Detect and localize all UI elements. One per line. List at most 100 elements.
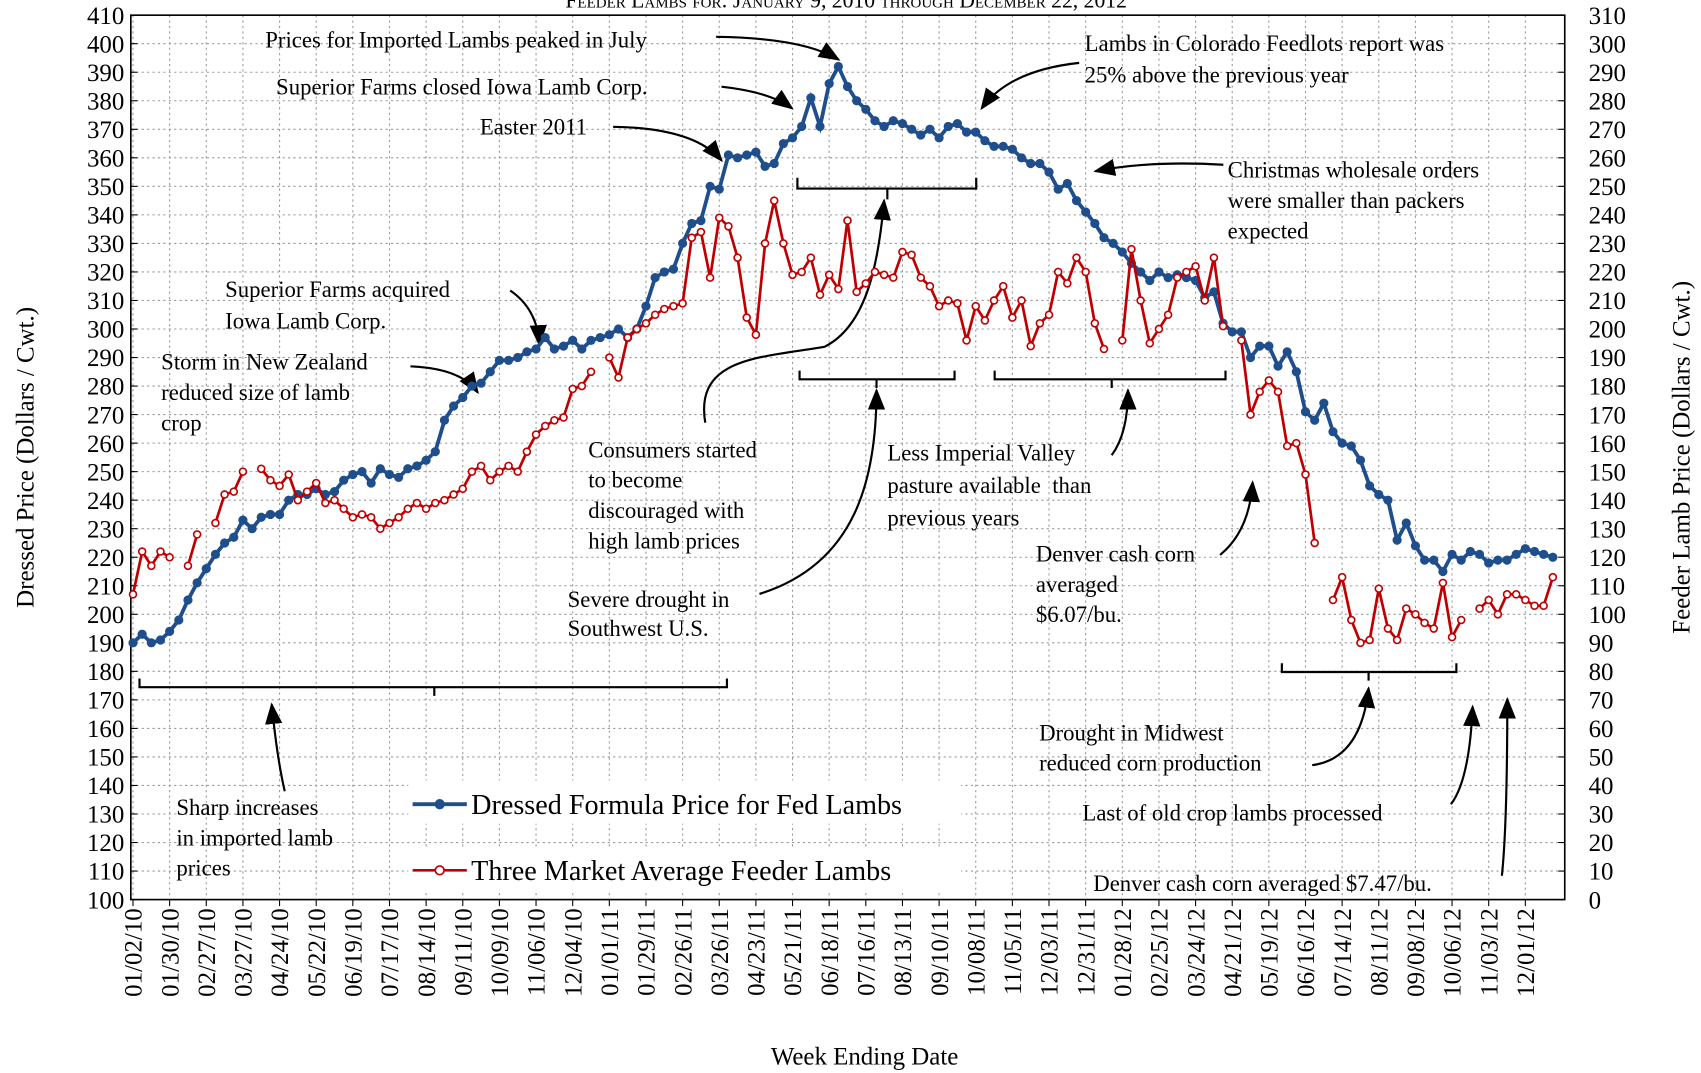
y2-tick-label: 40: [1589, 773, 1614, 800]
point: [1264, 376, 1274, 385]
y2-tick-label: 70: [1589, 688, 1614, 715]
point: [458, 392, 468, 403]
annotation: pasture available than: [887, 473, 1092, 498]
legend-bg: [408, 780, 962, 824]
x-tick-label: 04/21/12: [1220, 908, 1247, 997]
point: [1511, 590, 1521, 599]
y2-tick-label: 80: [1589, 659, 1614, 686]
point: [458, 484, 468, 494]
point: [678, 238, 688, 249]
point: [513, 467, 523, 476]
point: [998, 141, 1008, 152]
point: [1273, 387, 1283, 397]
point: [870, 267, 880, 277]
point: [1521, 595, 1530, 605]
annotation: 25% above the previous year: [1085, 62, 1349, 87]
annotation: reduced corn production: [1039, 751, 1262, 776]
point: [503, 355, 514, 365]
point: [439, 415, 450, 425]
point: [1191, 261, 1200, 271]
point: [1465, 546, 1475, 557]
x-tick-label: 03/26/11: [707, 908, 734, 996]
point: [769, 158, 779, 169]
point: [586, 367, 596, 377]
point: [1356, 638, 1365, 648]
point: [1008, 313, 1017, 322]
y-tick-label: 390: [87, 60, 124, 87]
point: [485, 475, 495, 485]
y-tick-label: 280: [87, 374, 124, 401]
point: [971, 301, 981, 311]
point: [467, 381, 477, 391]
point: [1099, 344, 1109, 354]
annotation: expected: [1228, 218, 1309, 243]
x-tick-label: 05/19/12: [1257, 908, 1284, 997]
point: [256, 464, 266, 474]
point: [1017, 296, 1026, 305]
point: [897, 118, 908, 129]
bracket: [138, 678, 729, 696]
point: [431, 498, 440, 508]
y2-tick-label: 160: [1589, 431, 1626, 458]
x-tick-label: 01/29/11: [634, 908, 661, 996]
point: [1035, 319, 1045, 328]
point: [540, 332, 550, 343]
point: [778, 138, 788, 149]
annotation: $6.07/bu.: [1036, 602, 1122, 627]
point: [797, 267, 806, 277]
point: [668, 264, 679, 274]
point: [137, 547, 147, 556]
point: [1502, 555, 1512, 565]
point: [705, 181, 715, 191]
x-tick-label: 07/16/11: [853, 908, 880, 996]
point: [1365, 635, 1374, 645]
point: [339, 504, 348, 514]
x-tick-label: 06/18/11: [817, 908, 844, 996]
point: [522, 447, 532, 456]
point: [192, 530, 202, 539]
point: [1520, 544, 1530, 554]
annotation: Lambs in Colorado Feedlots report was: [1085, 31, 1445, 56]
point: [211, 518, 220, 528]
point: [275, 481, 284, 491]
point: [394, 472, 404, 482]
point: [907, 124, 917, 134]
point: [806, 253, 816, 262]
point: [1081, 207, 1091, 217]
point: [1374, 584, 1384, 593]
point: [1419, 555, 1430, 565]
point: [705, 273, 715, 282]
point: [339, 475, 349, 485]
y-tick-label: 320: [87, 260, 124, 287]
y2-tick-label: 100: [1589, 602, 1626, 629]
point: [1053, 184, 1063, 194]
point: [1209, 287, 1219, 297]
point: [1319, 398, 1329, 408]
annotation: Prices for Imported Lambs peaked in July: [265, 28, 647, 53]
y2-tick-label: 130: [1589, 516, 1626, 543]
bracket: [798, 370, 956, 389]
point: [1475, 604, 1484, 613]
point: [1328, 595, 1338, 605]
point: [412, 498, 422, 508]
point: [577, 344, 587, 354]
point: [641, 301, 651, 311]
point: [1301, 470, 1310, 479]
point: [586, 335, 596, 346]
x-tick-label: 06/19/10: [341, 908, 368, 997]
point: [1182, 267, 1191, 277]
y-tick-label: 380: [87, 88, 124, 115]
point: [888, 116, 898, 126]
point: [678, 299, 687, 308]
point: [183, 561, 193, 571]
point: [1420, 618, 1429, 628]
point: [376, 524, 385, 533]
point: [219, 538, 230, 548]
point: [714, 213, 724, 223]
legend-label: Dressed Formula Price for Fed Lambs: [471, 790, 902, 821]
y-tick-label: 120: [87, 830, 124, 857]
point: [1429, 555, 1439, 565]
point: [366, 513, 376, 522]
point: [1044, 167, 1054, 177]
y2-tick-label: 190: [1589, 345, 1626, 372]
